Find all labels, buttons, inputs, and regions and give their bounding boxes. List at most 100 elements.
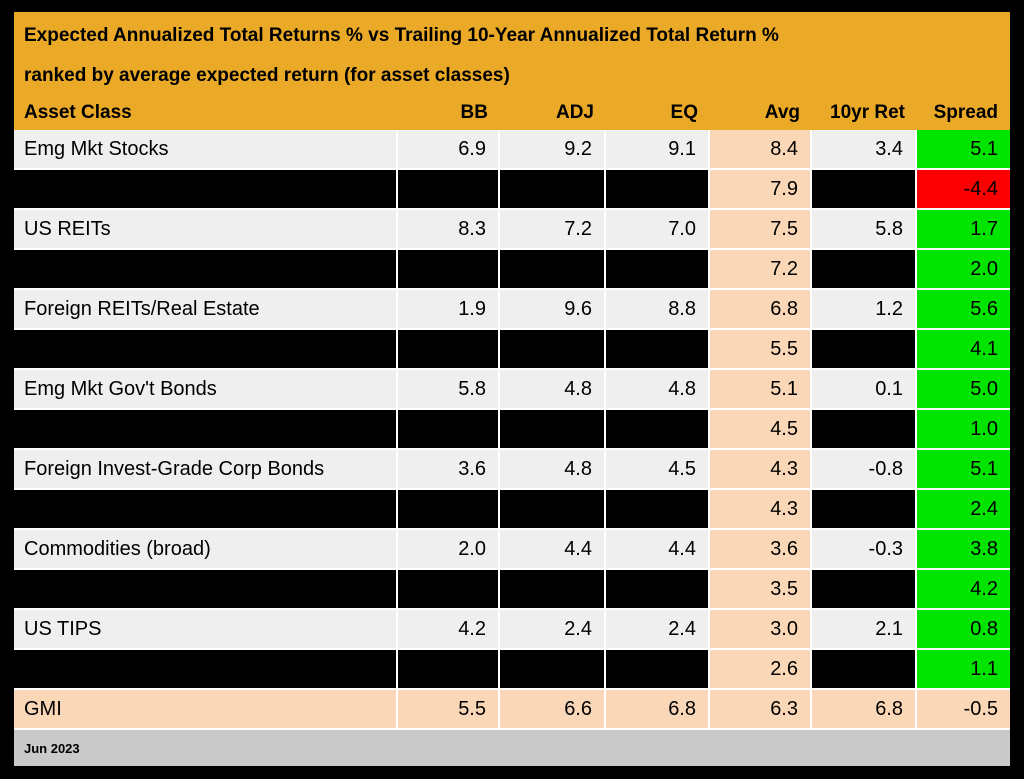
asset-class-cell: Emg Mkt Gov't Bonds [14,370,398,410]
adj-cell: 2.4 [500,610,606,650]
column-header-spread: Spread [917,96,1010,130]
ret10-cell [812,410,917,450]
table-footer: Jun 2023 [14,730,1010,766]
table-row: Emg Mkt Stocks 6.9 9.2 9.1 8.4 3.4 5.1 [14,130,1010,170]
adj-cell [500,570,606,610]
bb-cell: 4.2 [398,610,500,650]
avg-cell: 6.8 [710,290,812,330]
avg-cell: 5.1 [710,370,812,410]
column-header-10yr-ret: 10yr Ret [812,96,917,130]
adj-cell: 4.8 [500,450,606,490]
avg-cell: 4.3 [710,450,812,490]
avg-cell: 2.6 [710,650,812,690]
adj-cell: 6.6 [500,690,606,730]
spread-cell: 4.2 [917,570,1010,610]
spread-cell: 4.1 [917,330,1010,370]
asset-class-cell [14,330,398,370]
ret10-cell: -0.8 [812,450,917,490]
asset-class-cell [14,250,398,290]
asset-class-cell [14,570,398,610]
column-header-bb: BB [398,96,500,130]
spread-cell: 5.1 [917,130,1010,170]
eq-cell [606,410,710,450]
asset-class-cell [14,490,398,530]
adj-cell [500,330,606,370]
spread-cell: -0.5 [917,690,1010,730]
adj-cell [500,170,606,210]
bb-cell [398,170,500,210]
table-row: US REITs 8.3 7.2 7.0 7.5 5.8 1.7 [14,210,1010,250]
bb-cell: 8.3 [398,210,500,250]
bb-cell [398,250,500,290]
eq-cell [606,250,710,290]
table-row: GMI 5.5 6.6 6.8 6.3 6.8 -0.5 [14,690,1010,730]
bb-cell: 2.0 [398,530,500,570]
as-of-date: Jun 2023 [24,740,80,756]
ret10-cell [812,570,917,610]
avg-cell: 7.5 [710,210,812,250]
eq-cell [606,490,710,530]
adj-cell: 7.2 [500,210,606,250]
table-header: Asset Class BB ADJ EQ Avg 10yr Ret Sprea… [14,96,1010,130]
spread-cell: 1.1 [917,650,1010,690]
eq-cell: 8.8 [606,290,710,330]
table-row: 4.5 1.0 [14,410,1010,450]
bb-cell: 5.5 [398,690,500,730]
asset-class-cell: US REITs [14,210,398,250]
spread-cell: 2.4 [917,490,1010,530]
table-title-line-1: Expected Annualized Total Returns % vs T… [24,25,779,46]
spread-cell: 5.1 [917,450,1010,490]
eq-cell: 4.5 [606,450,710,490]
avg-cell: 7.9 [710,170,812,210]
table-body: Emg Mkt Stocks 6.9 9.2 9.1 8.4 3.4 5.1 7… [14,130,1010,730]
spread-cell: -4.4 [917,170,1010,210]
table-row: Foreign Invest-Grade Corp Bonds 3.6 4.8 … [14,450,1010,490]
asset-class-cell: Emg Mkt Stocks [14,130,398,170]
asset-class-cell: Foreign Invest-Grade Corp Bonds [14,450,398,490]
ret10-cell: -0.3 [812,530,917,570]
table-title-line-2: ranked by average expected return (for a… [24,65,510,86]
eq-cell [606,570,710,610]
ret10-cell: 2.1 [812,610,917,650]
table-row: Foreign REITs/Real Estate 1.9 9.6 8.8 6.… [14,290,1010,330]
adj-cell [500,490,606,530]
column-header-adj: ADJ [500,96,606,130]
table-row: 7.9 -4.4 [14,170,1010,210]
ret10-cell [812,490,917,530]
ret10-cell: 1.2 [812,290,917,330]
ret10-cell [812,170,917,210]
adj-cell: 4.4 [500,530,606,570]
bb-cell: 3.6 [398,450,500,490]
table-row: Commodities (broad) 2.0 4.4 4.4 3.6 -0.3… [14,530,1010,570]
avg-cell: 4.3 [710,490,812,530]
ret10-cell [812,330,917,370]
ret10-cell: 3.4 [812,130,917,170]
eq-cell: 9.1 [606,130,710,170]
adj-cell [500,410,606,450]
avg-cell: 5.5 [710,330,812,370]
column-header-eq: EQ [606,96,710,130]
eq-cell [606,170,710,210]
table-row: 2.6 1.1 [14,650,1010,690]
avg-cell: 3.6 [710,530,812,570]
eq-cell: 6.8 [606,690,710,730]
ret10-cell: 6.8 [812,690,917,730]
table-row: Emg Mkt Gov't Bonds 5.8 4.8 4.8 5.1 0.1 … [14,370,1010,410]
bb-cell [398,650,500,690]
spread-cell: 5.0 [917,370,1010,410]
table-row: 5.5 4.1 [14,330,1010,370]
spread-cell: 1.7 [917,210,1010,250]
ret10-cell [812,250,917,290]
spread-cell: 0.8 [917,610,1010,650]
eq-cell: 2.4 [606,610,710,650]
spread-cell: 5.6 [917,290,1010,330]
column-header-row: Asset Class BB ADJ EQ Avg 10yr Ret Sprea… [14,96,1010,130]
column-header-avg: Avg [710,96,812,130]
asset-class-cell: Commodities (broad) [14,530,398,570]
table-row: 3.5 4.2 [14,570,1010,610]
spread-cell: 1.0 [917,410,1010,450]
asset-class-cell: Foreign REITs/Real Estate [14,290,398,330]
spread-cell: 3.8 [917,530,1010,570]
avg-cell: 4.5 [710,410,812,450]
bb-cell: 1.9 [398,290,500,330]
